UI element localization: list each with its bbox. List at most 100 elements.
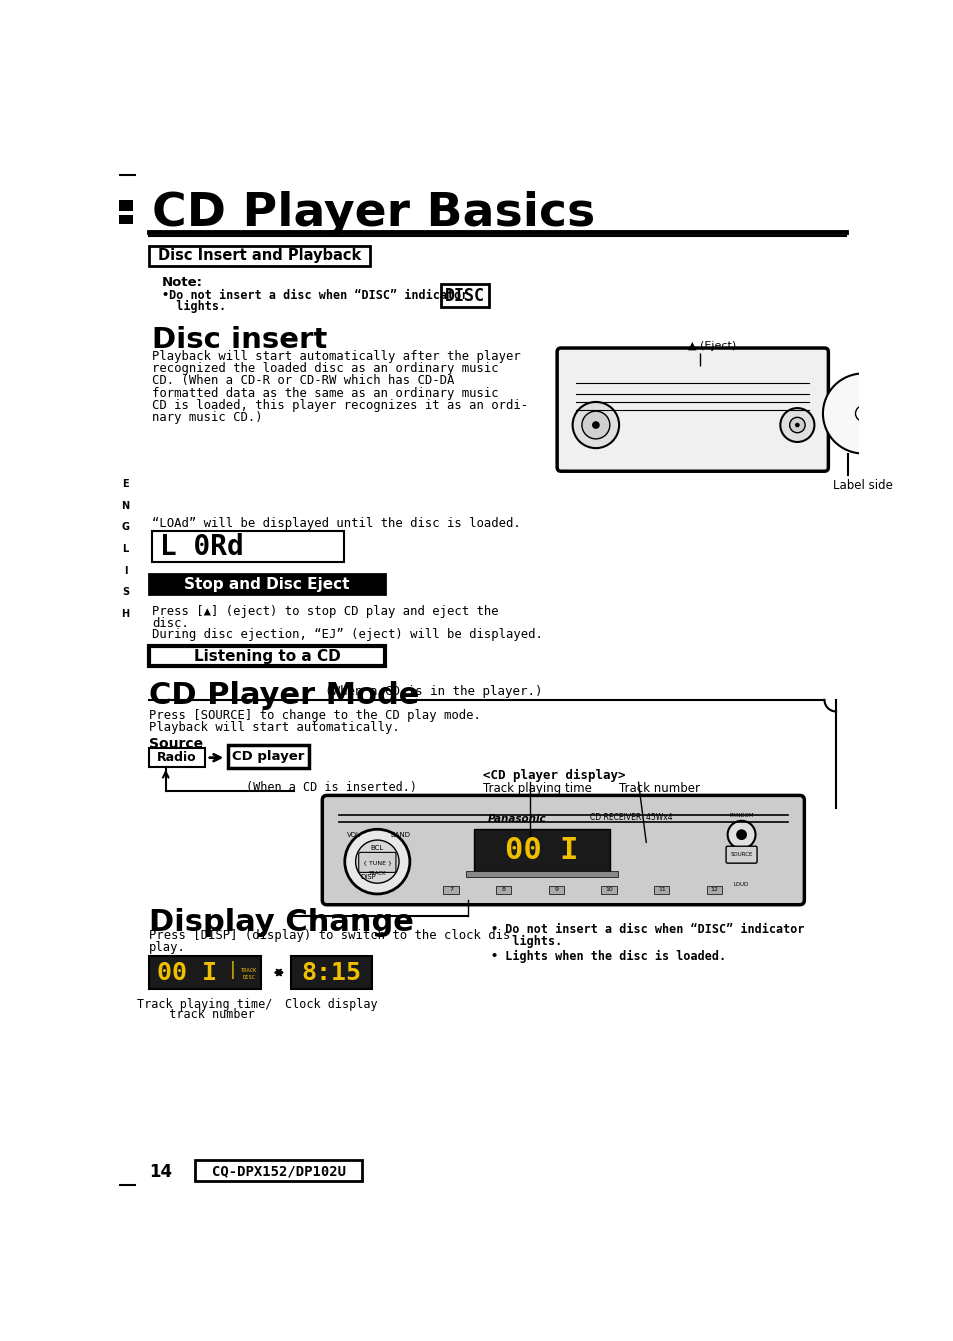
Text: 7: 7 xyxy=(449,886,453,892)
Text: SOURCE: SOURCE xyxy=(730,852,752,857)
Text: Listening to a CD: Listening to a CD xyxy=(193,649,340,664)
FancyBboxPatch shape xyxy=(557,349,827,471)
Text: lights.: lights. xyxy=(491,935,562,948)
Text: 14: 14 xyxy=(149,1163,172,1181)
Bar xyxy=(149,574,385,594)
Circle shape xyxy=(789,417,804,433)
Text: “LOAd” will be displayed until the disc is loaded.: “LOAd” will be displayed until the disc … xyxy=(152,518,520,531)
Text: 10: 10 xyxy=(604,886,612,892)
Text: 9: 9 xyxy=(554,886,558,892)
Text: 11: 11 xyxy=(658,886,665,892)
Text: <CD player display>: <CD player display> xyxy=(483,770,625,782)
Text: 12: 12 xyxy=(710,886,718,892)
Text: TRACK: TRACK xyxy=(241,968,257,972)
Bar xyxy=(291,956,372,988)
Text: (When a CD is in the player.): (When a CD is in the player.) xyxy=(324,685,541,699)
Text: DISC: DISC xyxy=(243,975,255,980)
Circle shape xyxy=(355,839,398,884)
Text: Panasonic: Panasonic xyxy=(487,814,545,825)
Text: Clock display: Clock display xyxy=(285,998,377,1011)
Text: E: E xyxy=(122,479,129,489)
Bar xyxy=(152,531,344,562)
Bar xyxy=(149,748,204,767)
Circle shape xyxy=(822,373,902,453)
Bar xyxy=(443,886,458,894)
Text: ▲ (Eject): ▲ (Eject) xyxy=(687,341,736,351)
Bar xyxy=(149,245,369,266)
Bar xyxy=(195,1160,361,1181)
Bar xyxy=(149,956,261,988)
Text: Press [SOURCE] to change to the CD play mode.: Press [SOURCE] to change to the CD play … xyxy=(149,709,480,723)
Text: • Do not insert a disc when “DISC” indicator: • Do not insert a disc when “DISC” indic… xyxy=(491,923,804,936)
Text: 8:15: 8:15 xyxy=(301,960,361,984)
Bar xyxy=(474,829,609,872)
Text: Press [▲] (eject) to stop CD play and eject the: Press [▲] (eject) to stop CD play and ej… xyxy=(152,605,497,618)
Text: 00 I: 00 I xyxy=(157,960,217,984)
Circle shape xyxy=(344,829,410,894)
Text: formatted data as the same as an ordinary music: formatted data as the same as an ordinar… xyxy=(152,386,497,400)
Text: nary music CD.): nary music CD.) xyxy=(152,412,262,424)
Text: Stop and Disc Eject: Stop and Disc Eject xyxy=(184,577,349,591)
Text: Note:: Note: xyxy=(162,276,203,290)
Text: CD Player Basics: CD Player Basics xyxy=(152,190,595,236)
Text: CD RECEIVER  45Wx4: CD RECEIVER 45Wx4 xyxy=(590,813,673,822)
Text: (When a CD is inserted.): (When a CD is inserted.) xyxy=(245,780,416,794)
Text: BCL: BCL xyxy=(371,845,383,850)
Text: TRACK: TRACK xyxy=(368,870,386,876)
FancyBboxPatch shape xyxy=(725,846,757,864)
FancyBboxPatch shape xyxy=(358,853,395,873)
Circle shape xyxy=(736,829,746,839)
Text: disc.: disc. xyxy=(152,617,189,630)
Bar xyxy=(440,284,488,307)
Text: L: L xyxy=(122,544,129,554)
Text: During disc ejection, “EJ” (eject) will be displayed.: During disc ejection, “EJ” (eject) will … xyxy=(152,629,542,641)
Circle shape xyxy=(727,821,755,849)
Circle shape xyxy=(371,856,383,868)
Text: play.: play. xyxy=(149,941,186,953)
Text: RANDOM: RANDOM xyxy=(728,813,753,818)
Bar xyxy=(548,886,563,894)
Text: 8: 8 xyxy=(501,886,505,892)
Text: recognized the loaded disc as an ordinary music: recognized the loaded disc as an ordinar… xyxy=(152,362,497,375)
Circle shape xyxy=(855,406,870,421)
Text: BAND: BAND xyxy=(390,831,410,838)
Bar xyxy=(706,886,721,894)
Text: CD player: CD player xyxy=(232,751,304,763)
Text: LOUD: LOUD xyxy=(733,882,748,888)
Bar xyxy=(654,886,669,894)
Circle shape xyxy=(572,402,618,448)
Bar xyxy=(119,215,133,224)
Text: L 0Rd: L 0Rd xyxy=(159,532,243,561)
Text: Track playing time/: Track playing time/ xyxy=(137,998,273,1011)
Bar xyxy=(466,870,617,877)
Circle shape xyxy=(794,422,799,428)
Text: • Lights when the disc is loaded.: • Lights when the disc is loaded. xyxy=(491,951,725,963)
Text: { TUNE }: { TUNE } xyxy=(362,860,392,865)
Bar xyxy=(228,746,309,768)
Bar xyxy=(600,886,617,894)
Text: N: N xyxy=(121,502,130,511)
Text: 00 I: 00 I xyxy=(505,835,578,865)
Text: |: | xyxy=(227,961,237,979)
Text: DISC: DISC xyxy=(444,287,484,304)
Text: S: S xyxy=(122,587,129,597)
Text: I: I xyxy=(124,566,127,575)
Text: Track playing time: Track playing time xyxy=(483,782,592,794)
Text: G: G xyxy=(121,523,130,532)
Text: •Do not insert a disc when “DISC” indicator: •Do not insert a disc when “DISC” indica… xyxy=(162,288,468,302)
Circle shape xyxy=(581,412,609,439)
Text: H: H xyxy=(121,609,130,618)
Text: CD. (When a CD-R or CD-RW which has CD-DA: CD. (When a CD-R or CD-RW which has CD-D… xyxy=(152,374,454,388)
Text: Label side: Label side xyxy=(832,479,892,492)
Text: Disc insert: Disc insert xyxy=(152,326,327,354)
Text: CD Player Mode: CD Player Mode xyxy=(149,681,418,709)
Text: Press [DISP] (display) to switch to the clock dis-: Press [DISP] (display) to switch to the … xyxy=(149,929,517,943)
Text: Display Change: Display Change xyxy=(149,908,414,937)
FancyBboxPatch shape xyxy=(322,795,803,905)
Text: DISP: DISP xyxy=(360,874,375,880)
Text: CD is loaded, this player recognizes it as an ordi-: CD is loaded, this player recognizes it … xyxy=(152,398,527,412)
Text: VOL: VOL xyxy=(347,831,360,838)
Text: Playback will start automatically.: Playback will start automatically. xyxy=(149,720,399,734)
Circle shape xyxy=(780,408,814,443)
Bar xyxy=(119,200,133,211)
